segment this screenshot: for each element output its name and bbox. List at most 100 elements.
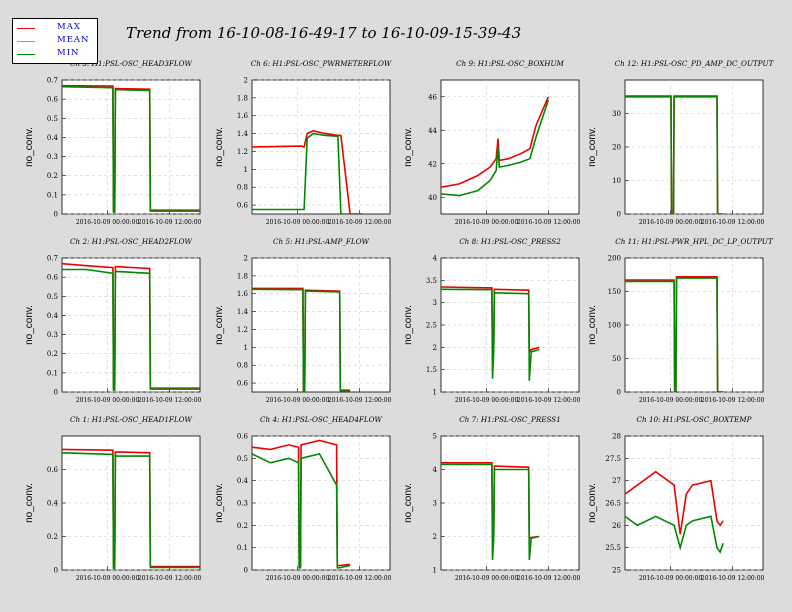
- legend-label-max: MAX: [57, 22, 81, 32]
- y-tick-label: 1: [244, 344, 248, 352]
- y-tick-label: 25.5: [605, 544, 621, 552]
- x-tick-label: 2016-10-09 12:00:00: [517, 575, 581, 582]
- y-tick-label: 1.5: [426, 366, 437, 374]
- y-tick-label: 1.4: [237, 308, 249, 316]
- legend-line-min: [17, 54, 35, 55]
- x-tick-label: 2016-10-09 12:00:00: [517, 397, 581, 404]
- y-tick-label: 4: [433, 255, 438, 263]
- x-tick-label: 2016-10-09 00:00:00: [639, 219, 703, 226]
- series-line-min: [625, 515, 724, 554]
- subplot-8: Ch 11: H1:PSL-PWR_HPL_DC_LP_OUTPUT no_con…: [587, 237, 774, 404]
- subplot-title: Ch 10: H1:PSL-OSC_BOXTEMP: [637, 415, 752, 424]
- x-tick-label: 2016-10-09 00:00:00: [455, 219, 519, 226]
- subplot-1: Ch 3: H1:PSL-OSC_HEAD3FLOW no_conv. 0 0.1 0.…: [24, 59, 202, 226]
- series-line-min: [441, 99, 550, 197]
- y-tick-label: 0.2: [47, 533, 58, 541]
- legend-line-mean: [17, 41, 35, 42]
- x-tick-label: 2016-10-09 00:00:00: [455, 397, 519, 404]
- y-tick-label: 0.5: [237, 455, 248, 463]
- y-tick-label: 0.4: [237, 477, 249, 485]
- y-axis-label: no_conv.: [214, 305, 225, 345]
- legend-line-max: [17, 28, 35, 29]
- y-axis-label: no_conv.: [24, 305, 35, 345]
- y-tick-label: 0: [54, 567, 58, 575]
- y-tick-label: 0.8: [237, 184, 248, 192]
- y-tick-label: 26: [612, 522, 621, 530]
- y-tick-label: 3: [433, 299, 437, 307]
- legend-label-mean: MEAN: [57, 35, 90, 45]
- y-axis-label: no_conv.: [403, 127, 414, 167]
- subplot-title: Ch 6: H1:PSL-OSC_PWRMETERFLOW: [251, 59, 392, 68]
- y-tick-label: 0.6: [47, 96, 59, 104]
- y-tick-label: 25: [612, 567, 621, 575]
- y-tick-label: 0.1: [47, 369, 58, 377]
- y-tick-label: 0.8: [237, 362, 248, 370]
- series-line-min: [62, 452, 200, 570]
- y-tick-label: 0: [244, 567, 248, 575]
- subplot-10: Ch 4: H1:PSL-OSC_HEAD4FLOW no_conv. 0 0.1 0.…: [214, 415, 392, 582]
- y-tick-label: 0.7: [47, 77, 58, 85]
- y-tick-label: 40: [428, 194, 437, 202]
- main-title: Trend from 16-10-08-16-49-17 to 16-10-09…: [126, 24, 522, 42]
- y-tick-label: 0.3: [237, 500, 248, 508]
- x-tick-label: 2016-10-09 12:00:00: [328, 575, 392, 582]
- subplot-9: Ch 1: H1:PSL-OSC_HEAD1FLOW no_conv. 0 0.2 0.…: [24, 415, 202, 582]
- y-tick-label: 1: [244, 166, 248, 174]
- y-axis-label: no_conv.: [214, 483, 225, 523]
- y-tick-label: 0.4: [47, 134, 59, 142]
- legend-item-min: MIN: [13, 48, 97, 61]
- plot-area: [61, 257, 201, 393]
- series-line-min: [62, 85, 200, 213]
- y-tick-label: 20: [612, 144, 621, 152]
- y-tick-label: 0.6: [237, 380, 249, 388]
- y-tick-label: 1.2: [237, 326, 248, 334]
- y-tick-label: 5: [433, 433, 437, 441]
- series-line-min: [441, 463, 540, 561]
- series-line-min: [62, 268, 200, 391]
- y-tick-label: 2: [244, 255, 248, 263]
- subplot-title: Ch 5: H1:PSL-AMP_FLOW: [273, 237, 370, 246]
- y-tick-label: 0: [617, 211, 621, 219]
- y-tick-label: 0.6: [47, 466, 59, 474]
- y-tick-label: 0.3: [47, 153, 58, 161]
- series-line-min: [625, 277, 724, 392]
- y-tick-label: 26.5: [605, 500, 621, 508]
- y-axis-label: no_conv.: [403, 483, 414, 523]
- y-tick-label: 1.8: [237, 94, 248, 102]
- subplot-7: Ch 8: H1:PSL-OSC_PRESS2 no_conv. 1 1.5 2 2.5 3…: [403, 237, 581, 404]
- subplot-11: Ch 7: H1:PSL-OSC_PRESS1 no_conv. 1 2 3 4 5 2016…: [403, 415, 581, 582]
- y-tick-label: 3: [433, 500, 437, 508]
- series-line-min: [625, 96, 724, 214]
- y-axis-label: no_conv.: [214, 127, 225, 167]
- y-axis-label: no_conv.: [24, 127, 35, 167]
- y-tick-label: 0.2: [47, 350, 58, 358]
- series-line-min: [441, 288, 540, 381]
- x-tick-label: 2016-10-09 00:00:00: [76, 219, 140, 226]
- x-tick-label: 2016-10-09 00:00:00: [266, 575, 330, 582]
- y-tick-label: 0: [617, 389, 621, 397]
- y-tick-label: 0.2: [237, 522, 248, 530]
- x-tick-label: 2016-10-09 00:00:00: [76, 397, 140, 404]
- y-tick-label: 0.4: [47, 312, 59, 320]
- y-tick-label: 27: [612, 477, 621, 485]
- y-axis-label: no_conv.: [587, 483, 598, 523]
- subplot-title: Ch 7: H1:PSL-OSC_PRESS1: [459, 415, 561, 424]
- legend-item-max: MAX: [13, 22, 97, 35]
- series-line-min: [252, 452, 351, 569]
- subplot-title: Ch 11: H1:PSL-PWR_HPL_DC_LP_OUTPUT: [615, 237, 774, 246]
- y-tick-label: 0.2: [47, 172, 58, 180]
- y-tick-label: 1: [433, 389, 437, 397]
- subplot-title: Ch 4: H1:PSL-OSC_HEAD4FLOW: [260, 415, 383, 424]
- x-tick-label: 2016-10-09 12:00:00: [701, 219, 765, 226]
- y-tick-label: 2: [244, 77, 248, 85]
- subplot-2: Ch 6: H1:PSL-OSC_PWRMETERFLOW no_conv. 0.6…: [214, 59, 392, 226]
- x-tick-label: 2016-10-09 12:00:00: [328, 219, 392, 226]
- y-tick-label: 4: [433, 466, 438, 474]
- y-tick-label: 200: [608, 255, 621, 263]
- y-tick-label: 0.4: [47, 500, 59, 508]
- y-tick-label: 27.5: [605, 455, 621, 463]
- subplot-12: Ch 10: H1:PSL-OSC_BOXTEMP no_conv. 25 25.5 2…: [587, 415, 765, 582]
- subplot-title: Ch 1: H1:PSL-OSC_HEAD1FLOW: [70, 415, 193, 424]
- x-tick-label: 2016-10-09 12:00:00: [701, 575, 765, 582]
